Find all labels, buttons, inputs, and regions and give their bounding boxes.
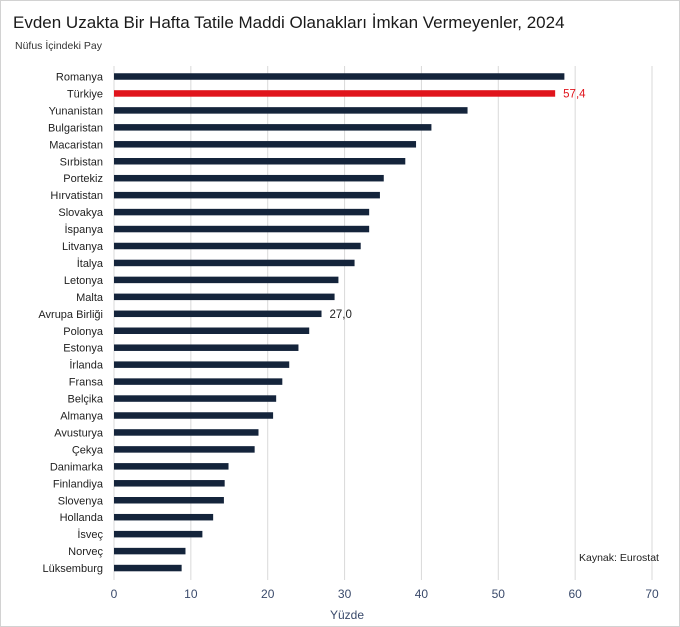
category-label: Letonya	[64, 275, 104, 287]
bar-17	[114, 361, 290, 368]
category-label: Belçika	[68, 394, 104, 406]
data-label: 57,4	[563, 88, 586, 100]
category-label: Çekya	[72, 444, 104, 456]
bar-23	[114, 463, 229, 470]
bar-13	[114, 293, 335, 301]
bar-29	[114, 564, 182, 572]
x-tick-label: 60	[568, 587, 582, 601]
category-label: Romanya	[56, 72, 104, 84]
chart-title: Evden Uzakta Bir Hafta Tatile Maddi Olan…	[13, 13, 565, 32]
bar-25	[114, 497, 224, 504]
bar-15	[114, 327, 310, 334]
chart-subtitle: Nüfus İçindeki Pay	[15, 40, 102, 52]
x-tick-label: 40	[415, 587, 429, 601]
category-label: Avrupa Birliği	[38, 309, 103, 321]
category-label: Fransa	[69, 377, 104, 389]
category-label: Malta	[76, 292, 104, 304]
category-label: Bulgaristan	[48, 122, 103, 134]
category-label: Macaristan	[49, 139, 103, 151]
bar-28	[114, 547, 186, 555]
x-tick-label: 50	[492, 587, 506, 601]
bar-26	[114, 513, 214, 521]
bar-27	[114, 530, 203, 538]
bar-4	[114, 141, 417, 148]
category-label: Norveç	[68, 546, 103, 558]
bar-22	[114, 446, 255, 453]
category-label: Yunanistan	[49, 105, 103, 117]
category-label: Türkiye	[67, 88, 103, 100]
category-label: Sırbistan	[60, 156, 103, 168]
source-note: Kaynak: Eurostat	[579, 552, 659, 564]
bar-6	[114, 174, 384, 182]
category-label: Litvanya	[62, 241, 104, 253]
category-label: İrlanda	[69, 359, 104, 372]
category-label: Portekiz	[63, 173, 103, 185]
category-label: Danimarka	[50, 461, 104, 473]
category-label: Polonya	[63, 326, 104, 338]
category-label: Hollanda	[60, 512, 104, 524]
bar-24	[114, 480, 225, 487]
bar-20	[114, 412, 274, 419]
bar-2	[114, 107, 468, 114]
bar-7	[114, 191, 380, 199]
x-tick-label: 70	[645, 587, 659, 601]
bar-19	[114, 395, 277, 402]
x-tick-label: 0	[111, 587, 118, 601]
x-axis-label: Yüzde	[330, 608, 364, 622]
category-label: Lüksemburg	[42, 563, 103, 575]
bar-18	[114, 378, 283, 385]
bar-16	[114, 344, 299, 351]
category-label: Finlandiya	[53, 478, 104, 490]
data-label: 27,0	[330, 309, 352, 321]
category-label: İtalya	[77, 257, 104, 270]
category-label: Slovakya	[58, 207, 104, 219]
bar-11	[114, 259, 355, 267]
bar-10	[114, 242, 361, 250]
bar-12	[114, 276, 339, 284]
category-label: Slovenya	[58, 495, 104, 507]
category-label: İspanya	[64, 223, 103, 236]
bar-3	[114, 124, 432, 131]
category-label: Avusturya	[54, 427, 104, 439]
category-label: Hırvatistan	[50, 190, 103, 202]
bar-9	[114, 225, 370, 233]
category-label: Almanya	[60, 411, 104, 423]
x-tick-label: 30	[338, 587, 352, 601]
bar-8	[114, 208, 370, 216]
bar-21	[114, 429, 259, 436]
bar-5	[114, 158, 406, 165]
category-label: İsveç	[77, 528, 103, 541]
category-label: Estonya	[63, 343, 104, 355]
x-tick-label: 10	[184, 587, 198, 601]
bar-14	[114, 310, 322, 318]
x-tick-label: 20	[261, 587, 275, 601]
bar-1	[114, 90, 556, 97]
bar-0	[114, 73, 565, 80]
